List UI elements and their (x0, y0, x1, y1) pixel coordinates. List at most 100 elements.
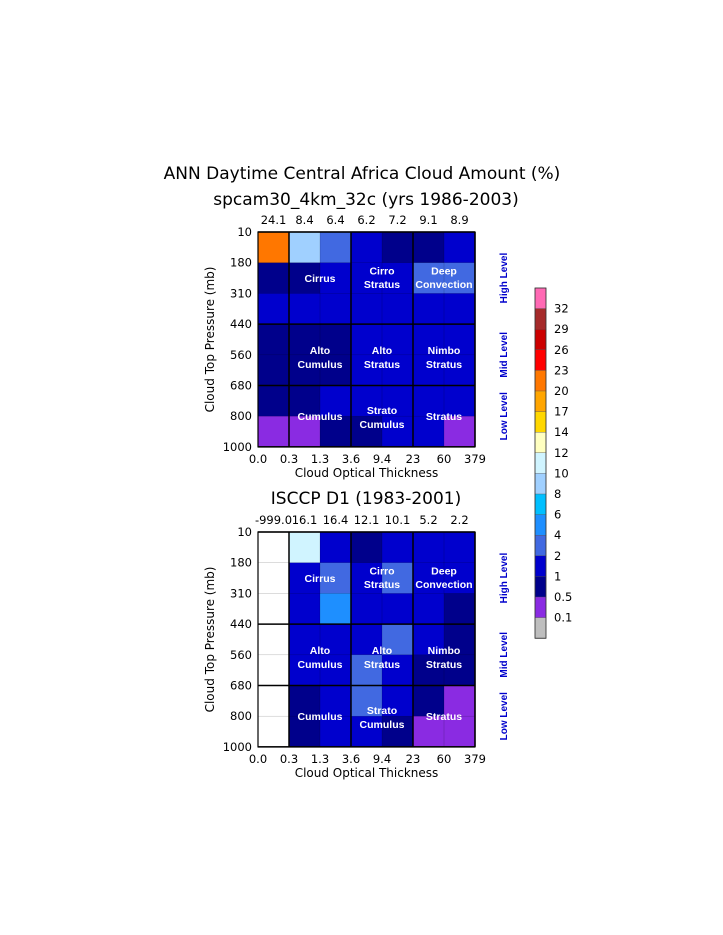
heatmap-cell (351, 324, 383, 356)
x-axis-label: Cloud Optical Thickness (295, 766, 439, 780)
heatmap-cell (351, 716, 383, 748)
heatmap-cell (413, 416, 445, 448)
cloud-type-label: Cumulus (360, 719, 405, 731)
colorbar: 32 29 26 23 20 17 14 12 10 8 6 4 2 1 0.5 0.1 (534, 287, 572, 639)
column-total: 12.1 (354, 513, 380, 527)
heatmap-cell (413, 532, 445, 563)
y-tick-label: 800 (230, 409, 252, 423)
heatmap-cell (382, 385, 414, 417)
x-tick-label: 60 (437, 752, 452, 766)
heatmap-cell (444, 354, 476, 386)
colorbar-tick-label: 4 (554, 528, 561, 542)
colorbar-tick-label: 23 (554, 363, 569, 377)
heatmap-cell (351, 416, 383, 448)
heatmap-cell (258, 354, 290, 386)
heatmap-cell (258, 716, 290, 748)
heatmap-cell (258, 562, 290, 594)
cloud-type-label: Alto (310, 645, 330, 657)
cloud-type-label: Cirrus (305, 573, 336, 585)
heatmap-cell (258, 532, 290, 563)
x-tick-label: 23 (406, 452, 421, 466)
heatmap-cell (320, 654, 352, 686)
colorbar-swatch (534, 411, 547, 433)
y-tick-label: 310 (230, 586, 252, 600)
heatmap-panel-2: ISCCP D1 (1983-2001) -999.0 16.1 16.4 12.1 10… (203, 489, 510, 780)
heatmap-cell (289, 716, 321, 748)
heatmap-cell (258, 685, 290, 717)
level-label: High Level (499, 253, 510, 304)
level-label: Mid Level (499, 332, 510, 378)
heatmap-cell (382, 354, 414, 386)
y-tick-label: 1000 (223, 440, 252, 454)
heatmap-cell (258, 416, 290, 448)
y-tick-label: 440 (230, 317, 252, 331)
x-axis-label: Cloud Optical Thickness (295, 466, 439, 480)
cloud-type-label: Alto (310, 345, 330, 357)
heatmap-cell (413, 385, 445, 417)
y-axis-label: Cloud Top Pressure (mb) (203, 567, 217, 713)
colorbar-tick-label: 17 (554, 405, 569, 419)
colorbar-swatch (534, 555, 547, 577)
colorbar-tick-label: 26 (554, 343, 569, 357)
column-total: 6.4 (326, 213, 344, 227)
cloud-type-label: Cirro (369, 265, 394, 277)
y-tick-label: 10 (237, 225, 252, 239)
heatmap-cell (320, 385, 352, 417)
level-label: Mid Level (499, 632, 510, 678)
cloud-type-label: Cirro (369, 565, 394, 577)
colorbar-tick-label: 1 (554, 569, 561, 583)
column-total: 10.1 (385, 513, 411, 527)
heatmap-cell (413, 716, 445, 748)
x-tick-label: 0.3 (280, 752, 298, 766)
y-axis-label: Cloud Top Pressure (mb) (203, 267, 217, 413)
heatmap-cell (320, 624, 352, 656)
colorbar-swatch (534, 390, 547, 413)
column-total: 24.1 (261, 213, 287, 227)
heatmap-cell (413, 654, 445, 686)
colorbar-tick-label: 12 (554, 446, 569, 460)
heatmap-cell (320, 716, 352, 748)
cloud-type-label: Deep (431, 265, 457, 277)
x-tick-label: 0.0 (249, 452, 267, 466)
heatmap-cell (413, 262, 445, 294)
heatmap-cell (320, 293, 352, 325)
colorbar-frame (534, 287, 547, 639)
colorbar-tick-label: 6 (554, 508, 561, 522)
heatmap-cell (351, 654, 383, 686)
y-tick-label: 10 (237, 525, 252, 539)
colorbar-tick-label: 2 (554, 549, 561, 563)
heatmap-cell (258, 232, 290, 263)
heatmap-panel-1: spcam30_4km_32c (yrs 1986-2003) 24.1 8.4 6.… (203, 190, 519, 480)
cloud-type-label: Cirrus (305, 273, 336, 285)
figure-title: ANN Daytime Central Africa Cloud Amount … (164, 164, 561, 184)
colorbar-tick-label: 29 (554, 322, 569, 336)
x-tick-label: 0.3 (280, 452, 298, 466)
heatmap-cell (413, 324, 445, 356)
cloud-type-label: Convection (415, 279, 472, 291)
y-tick-label: 800 (230, 709, 252, 723)
heatmap-cell (413, 624, 445, 656)
heatmap-cell (444, 262, 476, 294)
cloud-type-label: Alto (372, 345, 392, 357)
column-total: 9.1 (419, 213, 437, 227)
heatmap-cell (382, 593, 414, 625)
x-tick-label: 9.4 (373, 452, 391, 466)
column-total: 6.2 (357, 213, 375, 227)
plot-frame (257, 231, 476, 448)
cloud-type-label: Cumulus (360, 419, 405, 431)
cloud-type-label: Stratus (364, 279, 400, 291)
cloud-type-label: Cumulus (298, 659, 343, 671)
colorbar-swatch (534, 514, 547, 536)
heatmap-cell (382, 262, 414, 294)
level-label: Low Level (499, 392, 510, 441)
heatmap-cell (413, 354, 445, 386)
y-tick-label: 310 (230, 286, 252, 300)
heatmap-cell (444, 293, 476, 325)
heatmap-cell (351, 354, 383, 386)
colorbar-swatch (534, 349, 547, 371)
heatmap-cell (289, 324, 321, 356)
heatmap-cell (351, 532, 383, 563)
heatmap-cell (382, 562, 414, 594)
heatmap-cell (413, 232, 445, 263)
heatmap-cell (289, 293, 321, 325)
